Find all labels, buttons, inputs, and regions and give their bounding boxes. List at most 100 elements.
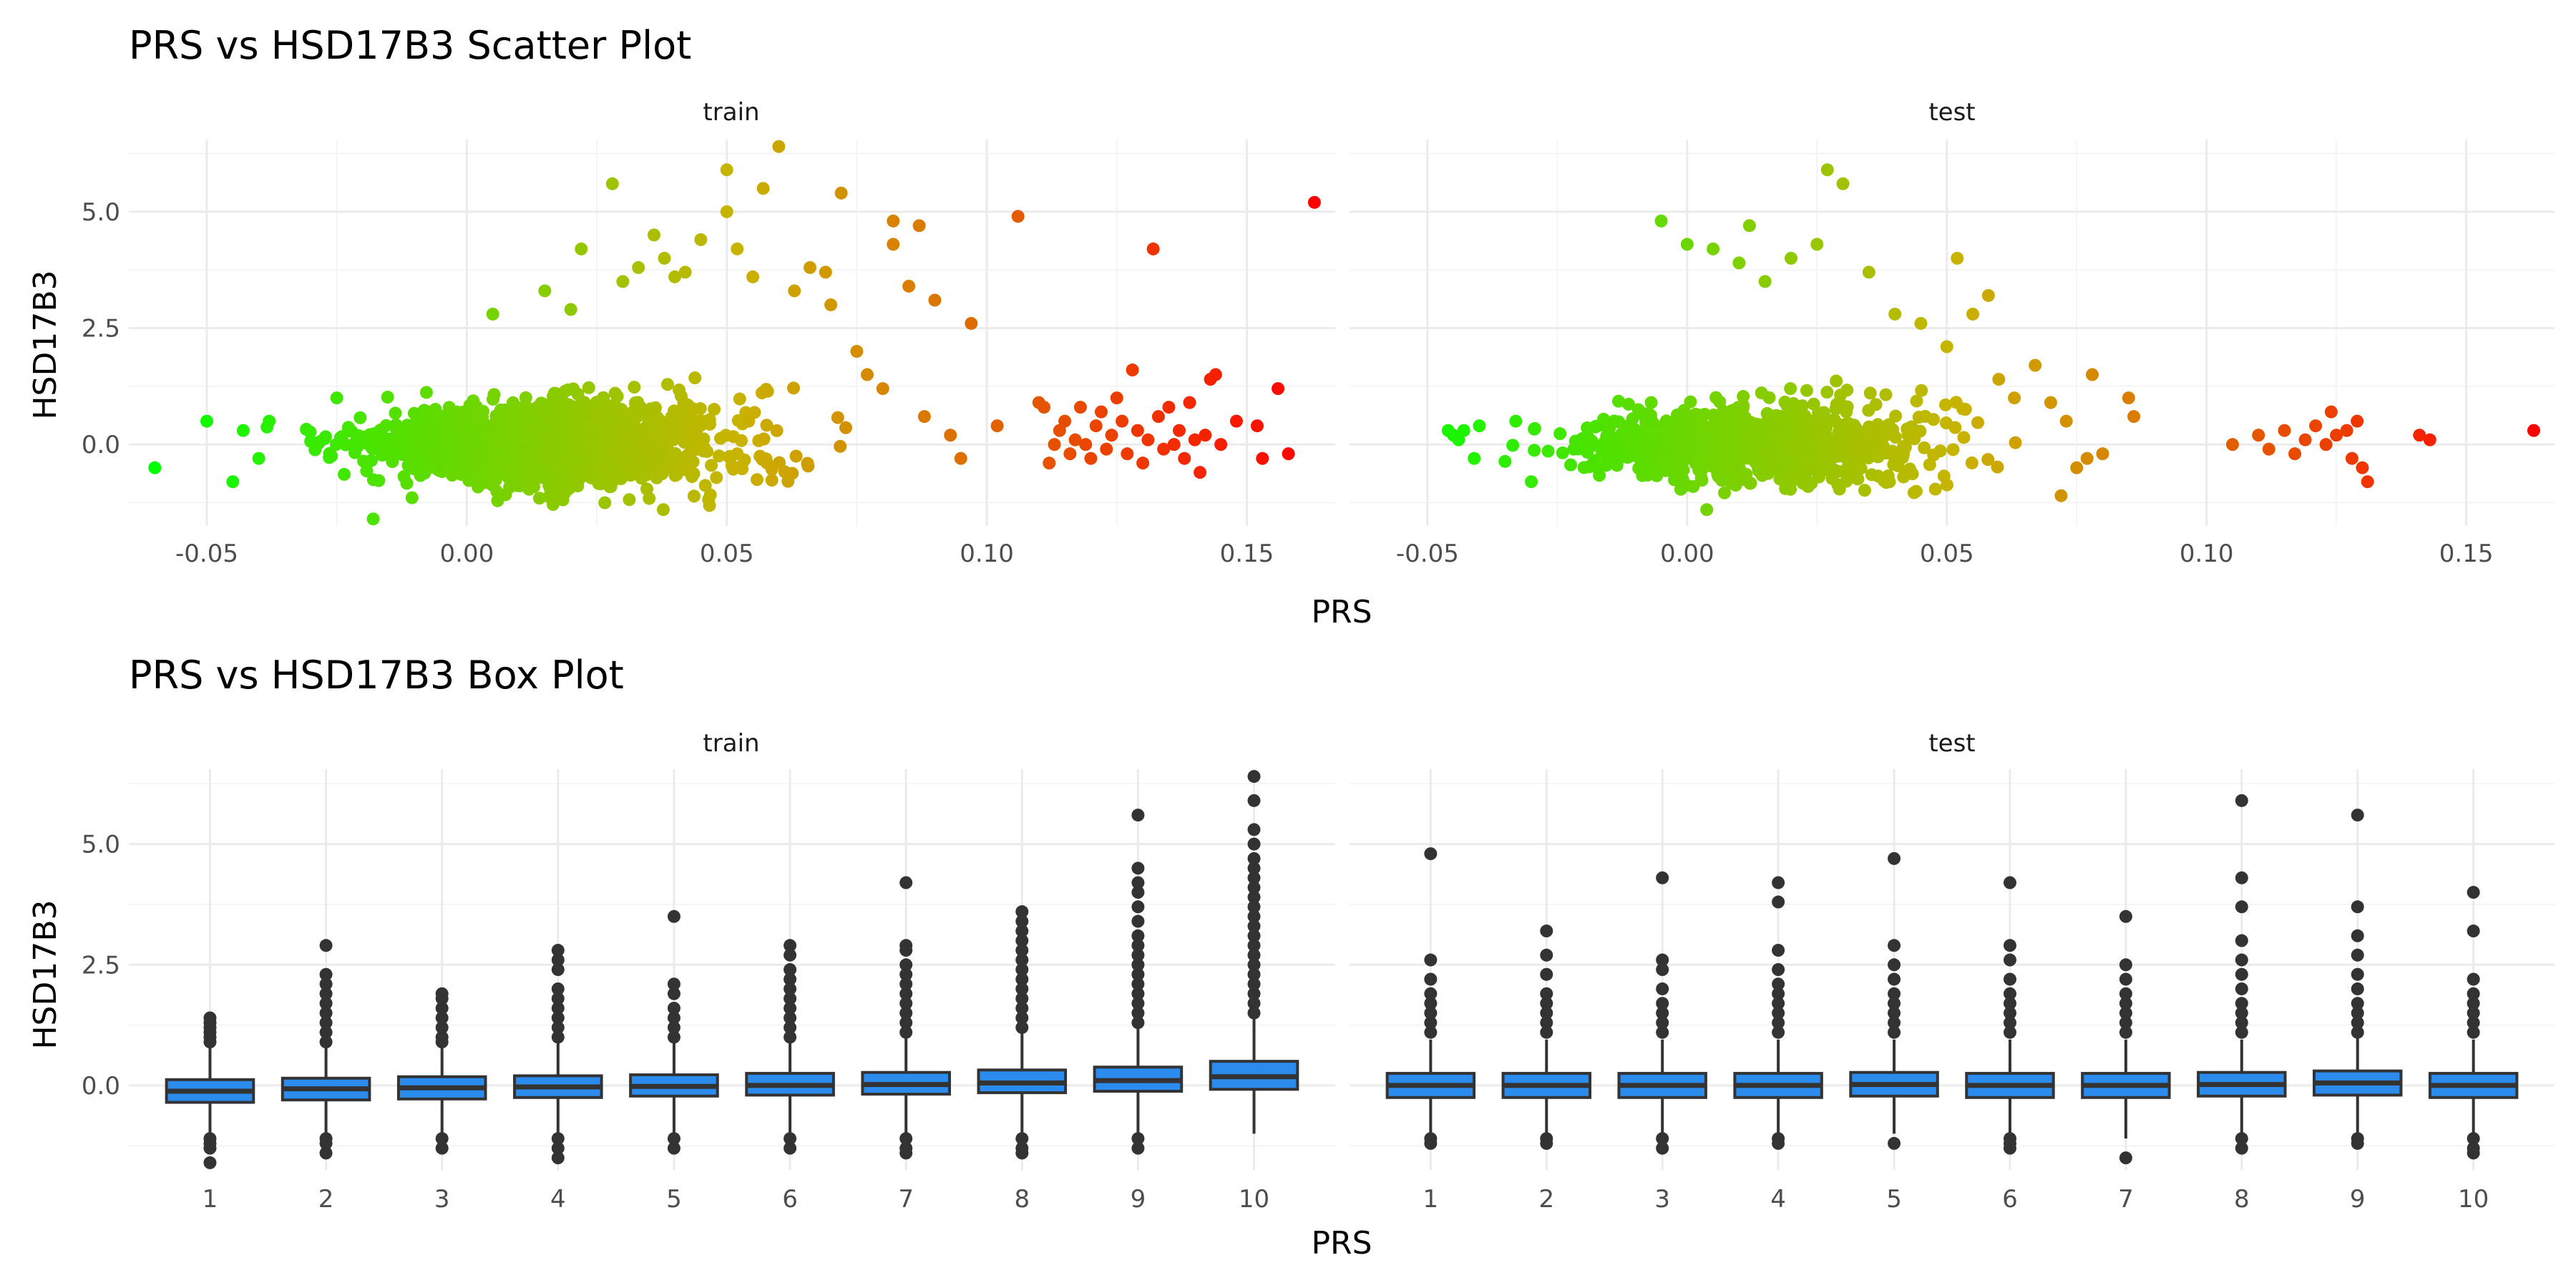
scatter-point — [2324, 405, 2338, 419]
scatter-point — [598, 496, 612, 509]
scatter-point — [1946, 443, 1960, 457]
scatter-point — [1787, 416, 1801, 430]
box-outlier — [1772, 944, 1785, 957]
x-tick-label: 6 — [2002, 1185, 2018, 1214]
scatter-point — [1918, 409, 1932, 423]
box-x-axis-label: PRS — [1311, 1225, 1372, 1262]
scatter-point — [670, 468, 683, 482]
box — [1501, 924, 1591, 1150]
box-outlier — [899, 876, 913, 889]
scatter-point — [760, 419, 774, 432]
scatter-point — [1131, 424, 1144, 437]
box-outlier — [1656, 982, 1669, 995]
scatter-point — [1841, 472, 1855, 485]
box-outlier — [2003, 997, 2016, 1010]
scatter-point — [789, 449, 803, 463]
box-outlier — [2003, 953, 2016, 967]
box-outlier — [319, 1016, 333, 1030]
scatter-point — [1840, 400, 1854, 414]
box-outlier — [1015, 914, 1029, 928]
scatter-point — [303, 425, 317, 439]
scatter-point — [627, 405, 640, 419]
scatter-point — [436, 450, 449, 464]
scatter-point — [1755, 386, 1768, 400]
box-outlier — [784, 1132, 797, 1146]
box-outlier — [2119, 1151, 2132, 1165]
scatter-point — [720, 205, 733, 218]
scatter-point — [650, 457, 664, 471]
box-outlier — [2119, 1025, 2132, 1039]
x-tick-label: 5 — [666, 1185, 682, 1214]
box-outlier — [1888, 939, 1901, 952]
scatter-point — [561, 383, 575, 396]
box — [1385, 847, 1476, 1150]
scatter-point — [1777, 471, 1790, 484]
scatter-point — [557, 411, 570, 425]
box-outlier — [1131, 958, 1145, 972]
scatter-point — [549, 399, 562, 412]
scatter-point — [1256, 452, 1269, 465]
scatter-point — [365, 454, 379, 467]
scatter-point — [770, 424, 784, 437]
box-outlier — [1131, 948, 1145, 962]
scatter-point — [454, 454, 468, 467]
x-tick-label: 9 — [2350, 1185, 2366, 1214]
scatter-point — [1913, 424, 1927, 438]
scatter-point — [839, 421, 853, 434]
scatter-point — [1956, 402, 1970, 416]
scatter-point — [746, 270, 760, 283]
scatter-point — [1011, 210, 1025, 223]
scatter-point — [734, 434, 748, 447]
scatter-point — [397, 469, 411, 483]
box-outlier — [784, 1001, 797, 1015]
scatter-point — [423, 405, 436, 419]
scatter-point — [521, 401, 535, 415]
box-outlier — [2467, 1016, 2480, 1030]
box-outlier — [1131, 967, 1145, 981]
box-outlier — [2119, 972, 2132, 986]
y-tick-label: 2.5 — [82, 951, 120, 980]
box-outlier — [2003, 876, 2016, 889]
scatter-point — [1621, 419, 1634, 433]
scatter-point — [748, 406, 761, 419]
box-outlier — [1424, 987, 1438, 1000]
scatter-y-axis-label: HSD17B3 — [27, 270, 64, 419]
box-outlier — [1015, 982, 1029, 995]
scatter-point — [2029, 358, 2042, 372]
scatter-point — [608, 441, 622, 455]
scatter-point — [801, 457, 814, 470]
scatter-point — [1862, 404, 1875, 417]
box-outlier — [1131, 929, 1145, 942]
scatter-point — [1146, 242, 1160, 255]
box-outlier — [1131, 876, 1145, 889]
box-outlier — [1247, 1006, 1261, 1020]
scatter-point — [686, 416, 699, 430]
box-outlier — [2235, 953, 2248, 967]
box-outlier — [2351, 997, 2364, 1010]
box-outlier — [2119, 997, 2132, 1010]
box — [2313, 809, 2403, 1150]
scatter-point — [1951, 251, 1964, 265]
scatter-point — [1780, 399, 1794, 412]
box-outlier — [551, 1151, 565, 1165]
scatter-point — [348, 436, 362, 449]
box-outlier — [1247, 929, 1261, 942]
box-outlier — [435, 1132, 449, 1146]
box-outlier — [2235, 1141, 2248, 1155]
box-outlier — [2235, 1006, 2248, 1020]
scatter-point — [1063, 447, 1077, 461]
scatter-point — [1157, 442, 1171, 456]
scatter-point — [1616, 450, 1630, 464]
x-tick-label: 4 — [1770, 1185, 1786, 1214]
x-tick-label: 7 — [2118, 1185, 2134, 1214]
x-tick-label: 5 — [1886, 1185, 1902, 1214]
scatter-point — [2330, 429, 2343, 442]
scatter-point — [756, 182, 770, 195]
y-tick-label: 5.0 — [82, 198, 120, 227]
scatter-point — [1810, 457, 1823, 471]
scatter-point — [1038, 401, 1051, 414]
scatter-point — [558, 458, 572, 472]
scatter-point — [2361, 475, 2374, 489]
scatter-point — [582, 421, 595, 435]
scatter-point — [533, 405, 547, 419]
